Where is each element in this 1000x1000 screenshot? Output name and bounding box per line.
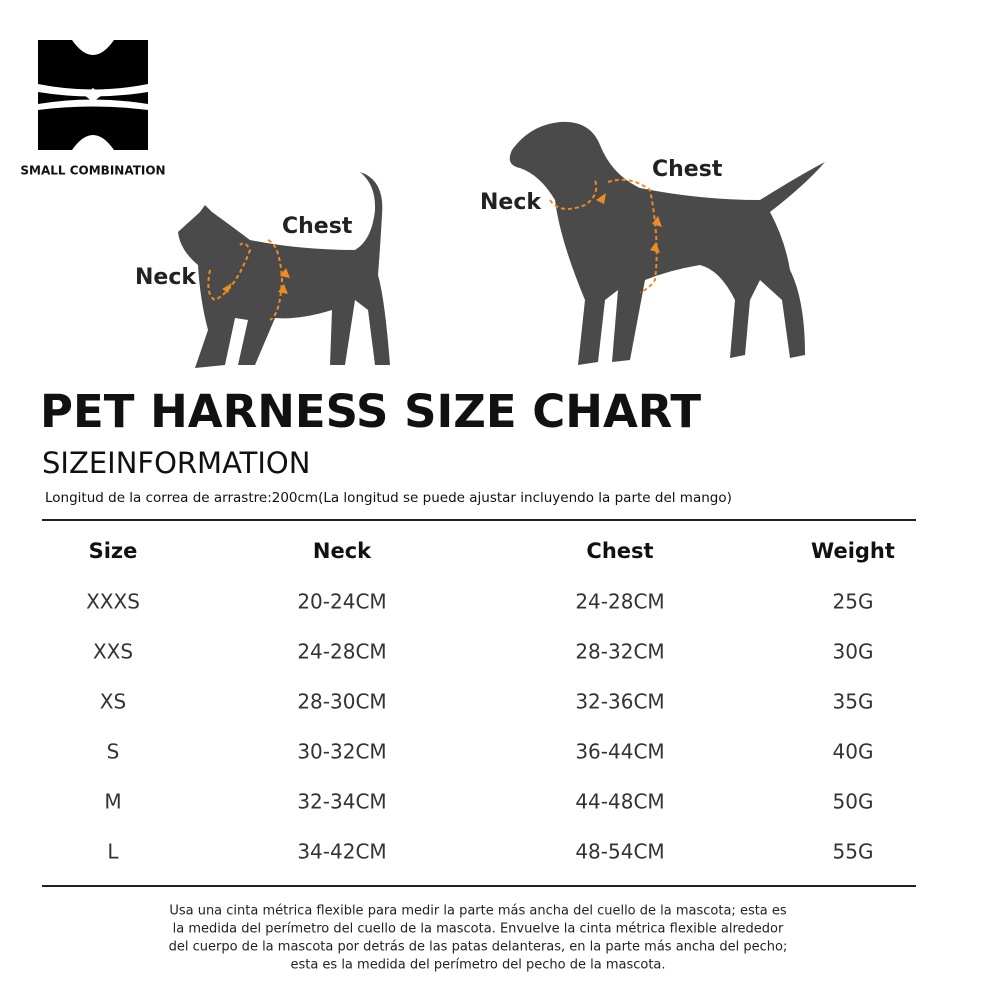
column-header: Size — [89, 539, 138, 563]
subtitle: SIZEINFORMATION — [42, 446, 310, 480]
table-cell: 50G — [833, 790, 874, 814]
table-cell: XXXS — [86, 590, 140, 614]
table-cell: XS — [100, 690, 126, 714]
table-cell: 24-28CM — [575, 590, 664, 614]
table-cell: 20-24CM — [297, 590, 386, 614]
table-cell: 24-28CM — [297, 640, 386, 664]
table-cell: 30-32CM — [297, 740, 386, 764]
table-cell: M — [104, 790, 121, 814]
table-cell: 55G — [833, 840, 874, 864]
dog-neck-label: Neck — [480, 190, 542, 215]
logo-text: SMALL COMBINATION — [20, 164, 165, 178]
table-cell: 32-36CM — [575, 690, 664, 714]
table-cell: 44-48CM — [575, 790, 664, 814]
cat-chest-label: Chest — [282, 214, 353, 239]
table-cell: 30G — [833, 640, 874, 664]
table-cell: 28-30CM — [297, 690, 386, 714]
table-cell: 34-42CM — [297, 840, 386, 864]
table-cell: 28-32CM — [575, 640, 664, 664]
cat-neck-label: Neck — [135, 265, 197, 290]
column-header: Chest — [586, 539, 653, 563]
table-cell: 40G — [833, 740, 874, 764]
footer-line: Usa una cinta métrica flexible para medi… — [169, 904, 787, 919]
table-cell: 25G — [833, 590, 874, 614]
dog-illustration: Chest Neck — [480, 121, 825, 365]
table-cell: 36-44CM — [575, 740, 664, 764]
footer-line: esta es la medida del perímetro del pech… — [290, 958, 665, 973]
table-cell: S — [107, 740, 120, 764]
table-cell: L — [107, 840, 119, 864]
footer-line: la medida del perímetro del cuello de la… — [173, 922, 784, 937]
column-header: Neck — [313, 539, 372, 563]
dog-chest-label: Chest — [652, 157, 723, 182]
table-cell: 48-54CM — [575, 840, 664, 864]
table-cell: 35G — [833, 690, 874, 714]
size-table: Size Neck Chest Weight XXXS 20-24CM 24-28CM 25G… — [86, 539, 895, 864]
footer-line: del cuerpo de la mascota por detrás de l… — [169, 940, 788, 955]
logo: SMALL COMBINATION — [20, 40, 166, 178]
title: PET HARNESS SIZE CHART — [40, 385, 701, 438]
note: Longitud de la correa de arrastre:200cm(… — [45, 490, 732, 506]
table-cell: 32-34CM — [297, 790, 386, 814]
cat-illustration: Chest Neck — [135, 172, 390, 368]
table-cell: XXS — [93, 640, 133, 664]
footer: Usa una cinta métrica flexible para medi… — [169, 904, 788, 973]
column-header: Weight — [811, 539, 895, 563]
